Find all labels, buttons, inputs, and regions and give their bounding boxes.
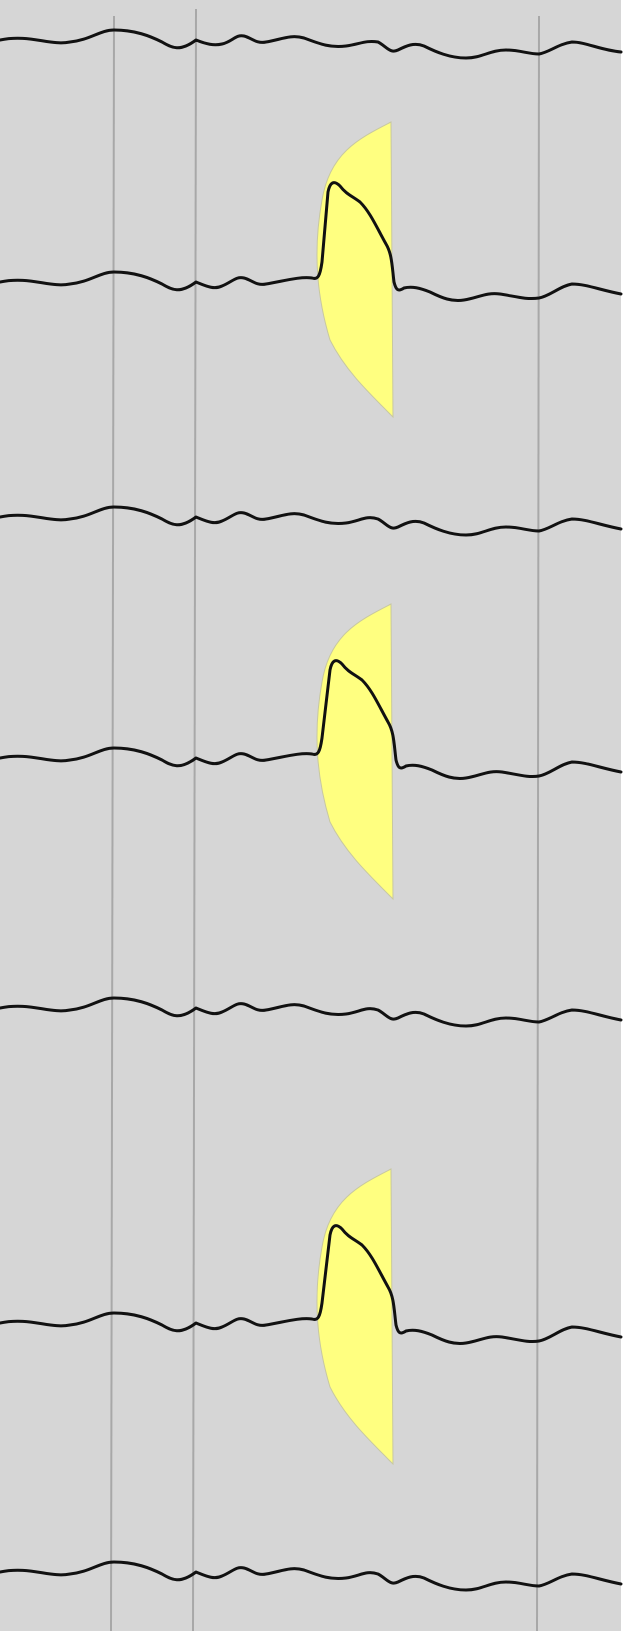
gridline-3 bbox=[536, 15, 540, 1631]
waveform-traces bbox=[0, 28, 623, 1592]
trace-3 bbox=[0, 505, 623, 537]
trace-5 bbox=[0, 996, 623, 1028]
highlight-region-1 bbox=[316, 121, 394, 419]
highlight-region-3 bbox=[316, 1168, 394, 1466]
trace-2 bbox=[0, 181, 623, 302]
gridline-1 bbox=[110, 15, 115, 1631]
gridline-2 bbox=[192, 8, 197, 1631]
trace-6 bbox=[0, 1224, 623, 1345]
trace-1 bbox=[0, 28, 623, 60]
trace-7 bbox=[0, 1560, 623, 1592]
vertical-gridlines bbox=[110, 8, 540, 1631]
highlight-region-2 bbox=[316, 603, 394, 901]
trace-4 bbox=[0, 659, 623, 780]
highlight-regions bbox=[316, 121, 394, 1466]
